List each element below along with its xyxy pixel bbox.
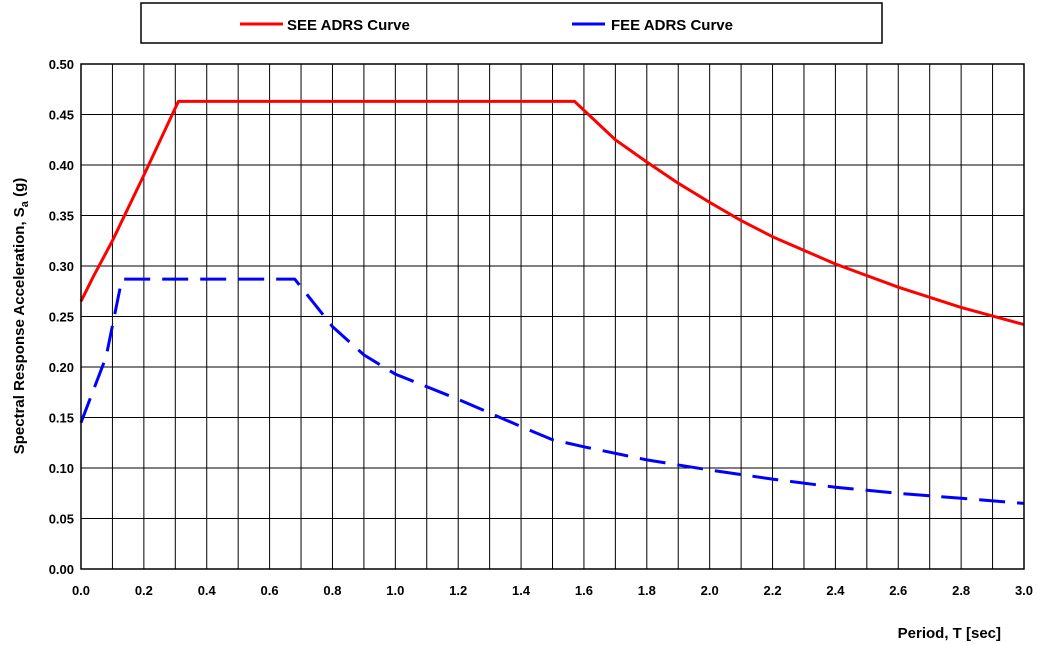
y-axis-title-subscript: a <box>19 200 31 207</box>
y-tick-label: 0.20 <box>49 360 74 375</box>
x-tick-label: 0.0 <box>72 583 90 598</box>
x-tick-label: 2.4 <box>826 583 845 598</box>
x-tick-label: 2.2 <box>763 583 781 598</box>
y-axis-title-suffix: (g) <box>11 178 28 201</box>
legend: SEE ADRS Curve FEE ADRS Curve <box>140 2 883 44</box>
see-adrs-curve-line <box>79 99 1025 327</box>
y-tick-label: 0.50 <box>49 57 74 72</box>
y-tick-label: 0.10 <box>49 461 74 476</box>
legend-label-fee: FEE ADRS Curve <box>611 17 733 34</box>
x-tick-label: 0.6 <box>261 583 279 598</box>
y-tick-label: 0.45 <box>49 108 74 123</box>
y-tick-label: 0.00 <box>49 562 74 577</box>
x-axis-title: Period, T [sec] <box>898 625 1001 642</box>
y-tick-label: 0.40 <box>49 158 74 173</box>
plot-frame <box>80 63 1025 570</box>
x-tick-label: 3.0 <box>1015 583 1033 598</box>
plot-area <box>79 63 1025 570</box>
y-tick-label: 0.25 <box>49 310 74 325</box>
x-tick-label: 0.8 <box>323 583 341 598</box>
x-tick-label: 2.0 <box>701 583 719 598</box>
y-tick-label: 0.30 <box>49 259 74 274</box>
legend-label-see: SEE ADRS Curve <box>287 17 410 34</box>
x-tick-label: 1.8 <box>638 583 656 598</box>
x-tick-label: 2.6 <box>889 583 907 598</box>
y-tick-label: 0.15 <box>49 411 74 426</box>
x-tick-label: 0.4 <box>198 583 217 598</box>
x-tick-label: 1.4 <box>512 583 531 598</box>
y-tick-label: 0.35 <box>49 209 74 224</box>
x-tick-label: 1.0 <box>386 583 404 598</box>
x-axis: 0.0 0.2 0.4 0.6 0.8 1.0 1.2 1.4 1.6 1.8 2.0 2.2 2.4 2… <box>72 583 1033 598</box>
y-axis-title-prefix: Spectral Response Acceleration, S <box>11 207 28 454</box>
y-axis-title: Spectral Response Acceleration, Sa (g) <box>11 178 31 455</box>
x-tick-label: 1.2 <box>449 583 467 598</box>
y-tick-label: 0.05 <box>49 512 74 527</box>
y-axis: 0.00 0.05 0.10 0.15 0.20 0.25 0.30 0.35 0.40 0.45… <box>49 57 74 577</box>
fee-adrs-curve-line <box>79 277 1025 505</box>
series-layer <box>79 99 1025 505</box>
x-tick-label: 0.2 <box>135 583 153 598</box>
x-tick-label: 1.6 <box>575 583 593 598</box>
x-tick-label: 2.8 <box>952 583 970 598</box>
